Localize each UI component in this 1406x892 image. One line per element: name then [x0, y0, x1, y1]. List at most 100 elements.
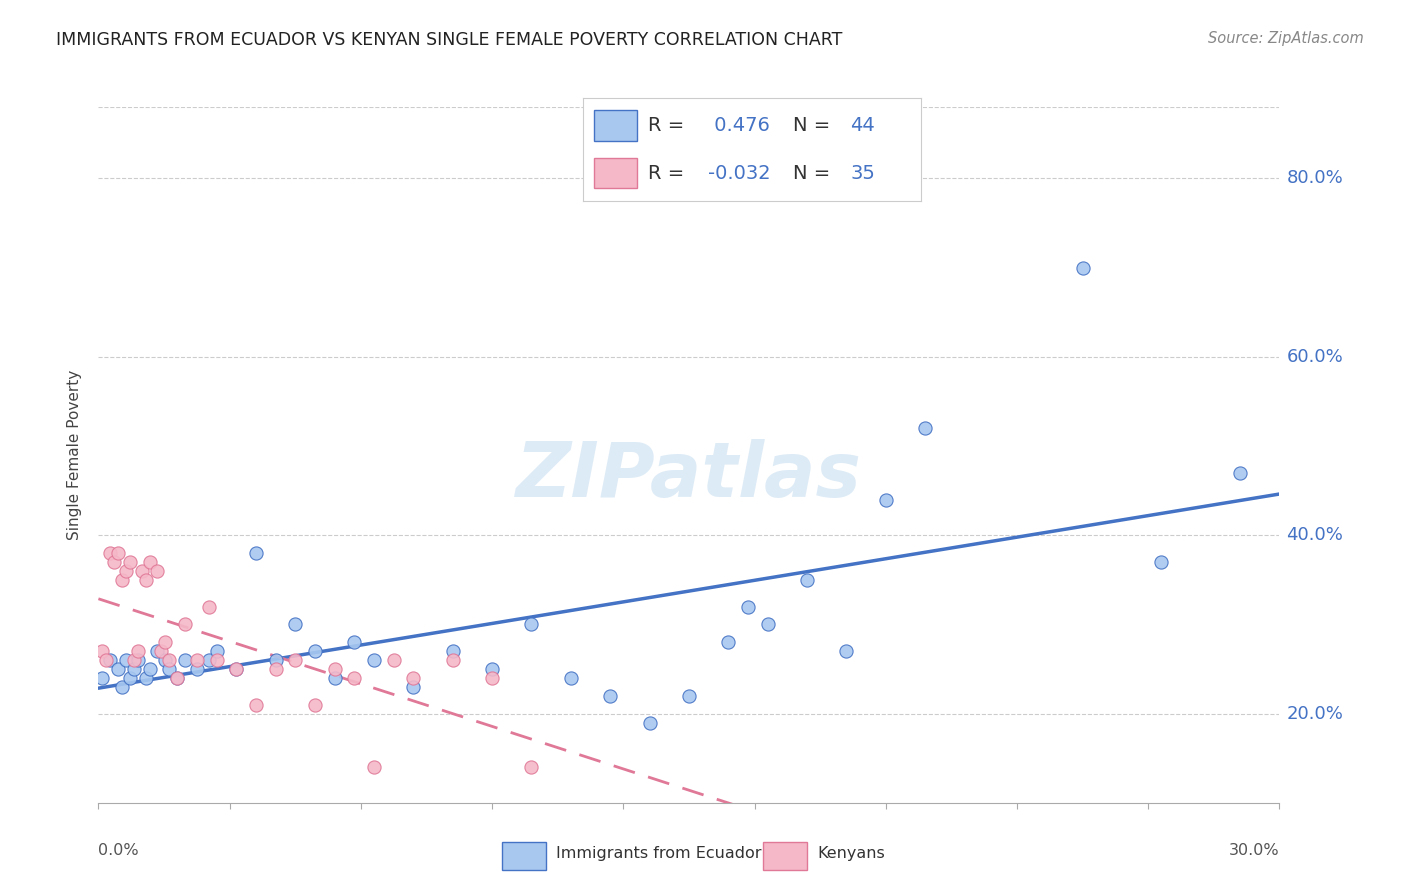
Point: [835, 644, 858, 658]
Point: [304, 698, 326, 712]
Text: 40.0%: 40.0%: [1286, 526, 1343, 544]
Text: R =: R =: [648, 163, 683, 183]
Text: Kenyans: Kenyans: [817, 847, 884, 862]
Point: [520, 760, 543, 774]
Text: 0.476: 0.476: [709, 116, 770, 136]
Point: [96, 653, 118, 667]
Point: [343, 635, 366, 649]
Point: [560, 671, 582, 685]
Point: [225, 662, 247, 676]
Point: [481, 662, 503, 676]
Point: [264, 662, 287, 676]
Point: [284, 617, 307, 632]
Point: [402, 671, 425, 685]
Point: [166, 671, 188, 685]
Text: N =: N =: [793, 116, 830, 136]
Text: 80.0%: 80.0%: [1286, 169, 1343, 187]
Point: [122, 662, 145, 676]
Point: [118, 671, 141, 685]
Point: [520, 617, 543, 632]
Point: [323, 662, 346, 676]
Point: [138, 662, 160, 676]
Text: 30.0%: 30.0%: [1229, 843, 1279, 858]
Text: R =: R =: [648, 116, 683, 136]
Point: [796, 573, 818, 587]
Point: [205, 644, 228, 658]
Point: [402, 680, 425, 694]
Point: [186, 662, 208, 676]
Point: [599, 689, 621, 703]
Point: [875, 492, 897, 507]
FancyBboxPatch shape: [593, 111, 637, 141]
Point: [323, 671, 346, 685]
Text: Immigrants from Ecuador: Immigrants from Ecuador: [557, 847, 762, 862]
Point: [441, 653, 464, 667]
Text: 35: 35: [851, 163, 875, 183]
Point: [382, 653, 405, 667]
Point: [146, 644, 169, 658]
Point: [107, 662, 129, 676]
Text: Source: ZipAtlas.com: Source: ZipAtlas.com: [1208, 31, 1364, 46]
Point: [146, 564, 169, 578]
Point: [135, 671, 157, 685]
Point: [737, 599, 759, 614]
Point: [441, 644, 464, 658]
Point: [638, 715, 661, 730]
Point: [1229, 466, 1251, 480]
Point: [127, 644, 149, 658]
Point: [103, 555, 125, 569]
Y-axis label: Single Female Poverty: Single Female Poverty: [67, 370, 83, 540]
Point: [155, 653, 177, 667]
Point: [245, 546, 267, 560]
Point: [115, 653, 138, 667]
Point: [304, 644, 326, 658]
Text: ZIPatlas: ZIPatlas: [516, 439, 862, 513]
Text: 20.0%: 20.0%: [1286, 705, 1343, 723]
Point: [363, 653, 385, 667]
Point: [91, 671, 114, 685]
Point: [174, 617, 197, 632]
Text: IMMIGRANTS FROM ECUADOR VS KENYAN SINGLE FEMALE POVERTY CORRELATION CHART: IMMIGRANTS FROM ECUADOR VS KENYAN SINGLE…: [56, 31, 842, 49]
Point: [157, 662, 180, 676]
Point: [343, 671, 366, 685]
Point: [98, 546, 121, 560]
Text: 0.0%: 0.0%: [98, 843, 139, 858]
Point: [166, 671, 188, 685]
Point: [284, 653, 307, 667]
Point: [107, 546, 129, 560]
Text: N =: N =: [793, 163, 830, 183]
Point: [914, 421, 936, 435]
Point: [111, 573, 134, 587]
Point: [1071, 260, 1094, 275]
Text: -0.032: -0.032: [709, 163, 770, 183]
Point: [245, 698, 267, 712]
Point: [363, 760, 385, 774]
Point: [150, 644, 173, 658]
FancyBboxPatch shape: [502, 842, 546, 870]
Point: [197, 653, 219, 667]
Point: [756, 617, 779, 632]
FancyBboxPatch shape: [762, 842, 807, 870]
Point: [91, 644, 114, 658]
Text: 60.0%: 60.0%: [1286, 348, 1343, 366]
Text: 44: 44: [851, 116, 875, 136]
Point: [717, 635, 740, 649]
Point: [122, 653, 145, 667]
Point: [118, 555, 141, 569]
Point: [197, 599, 219, 614]
Point: [155, 635, 177, 649]
Point: [186, 653, 208, 667]
Point: [205, 653, 228, 667]
Point: [127, 653, 149, 667]
Point: [135, 573, 157, 587]
FancyBboxPatch shape: [593, 158, 637, 188]
Point: [115, 564, 138, 578]
Point: [138, 555, 160, 569]
Point: [174, 653, 197, 667]
Point: [111, 680, 134, 694]
Point: [1150, 555, 1173, 569]
Point: [98, 653, 121, 667]
Point: [481, 671, 503, 685]
Point: [225, 662, 247, 676]
Point: [157, 653, 180, 667]
